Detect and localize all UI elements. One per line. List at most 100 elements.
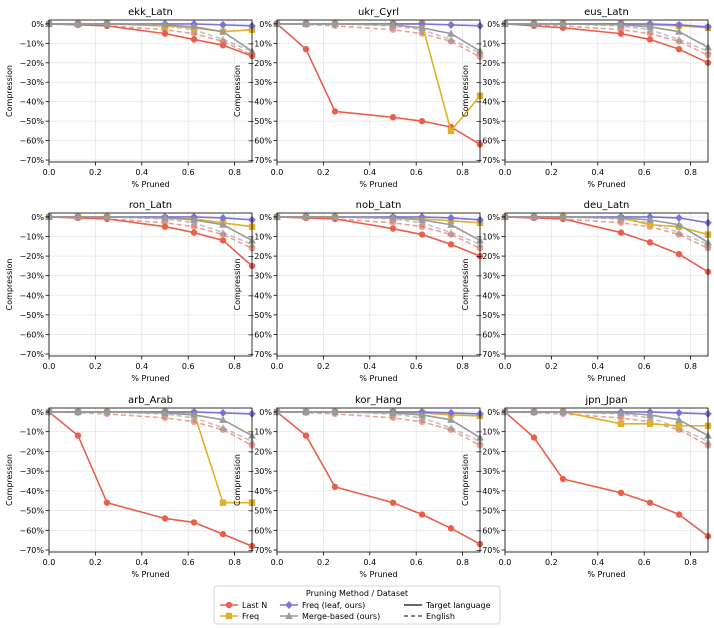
data-point-lastn-target xyxy=(331,108,339,115)
data-point-lastn-target xyxy=(675,511,683,518)
y-tick-label: −70% xyxy=(20,156,45,165)
y-tick-label: −50% xyxy=(20,311,45,320)
y-tick-label: −30% xyxy=(248,78,273,87)
legend-label-merge: Merge-based (ours) xyxy=(302,612,380,621)
data-point-freq-target xyxy=(646,221,654,228)
x-tick-label: 0.6 xyxy=(182,558,195,567)
panel-ron-latn: 0.0 0.2 0.4 0.6 0.8 0% −10% −20% −30% −40% −50% −60… xyxy=(5,200,256,383)
x-tick-label: 0.6 xyxy=(182,362,195,371)
x-tick-label: 0.2 xyxy=(317,362,330,371)
y-axis-label: Compression xyxy=(233,454,242,506)
y-tick-label: −70% xyxy=(476,350,501,359)
panel-kor-hang: 0.0 0.2 0.4 0.6 0.8 0% −10% −20% −30% −40% −50% −60… xyxy=(233,395,484,579)
y-tick-label: −40% xyxy=(20,487,45,496)
x-tick-label: 0.8 xyxy=(228,168,241,177)
y-tick-label: −40% xyxy=(20,291,45,300)
data-point-merge-target xyxy=(447,29,455,37)
data-point-merge-target xyxy=(646,215,654,223)
data-point-merge-english xyxy=(447,423,455,431)
data-point-merge-target xyxy=(219,27,227,35)
x-tick-label: 0.0 xyxy=(43,362,56,371)
y-axis-label: Compression xyxy=(233,65,242,117)
x-tick-label: 0.4 xyxy=(591,558,604,567)
y-tick-label: −10% xyxy=(20,233,45,242)
y-tick-label: −60% xyxy=(476,526,501,535)
x-tick-label: 0.8 xyxy=(228,362,241,371)
y-tick-label: −60% xyxy=(248,137,273,146)
axes-frame xyxy=(504,19,709,163)
axes-frame xyxy=(276,212,481,357)
data-point-merge-target xyxy=(161,408,169,416)
data-point-merge-target xyxy=(219,415,227,423)
x-axis-label: % Pruned xyxy=(359,570,397,579)
y-tick-label: 0% xyxy=(259,20,272,29)
y-tick-label: −50% xyxy=(476,311,501,320)
data-point-leaf-target xyxy=(675,408,683,417)
data-point-lastn-target xyxy=(675,45,683,53)
y-axis-label: Compression xyxy=(461,454,470,506)
x-tick-label: 0.8 xyxy=(228,558,241,567)
y-tick-label: −40% xyxy=(248,98,273,107)
x-tick-label: 0.4 xyxy=(591,362,604,371)
x-tick-label: 0.2 xyxy=(317,168,330,177)
y-tick-label: −10% xyxy=(248,233,273,242)
axes-frame xyxy=(504,212,709,357)
y-tick-label: −10% xyxy=(476,39,501,48)
data-point-merge-target xyxy=(190,410,198,418)
y-tick-label: −50% xyxy=(248,311,273,320)
panel-eus-latn: 0.0 0.2 0.4 0.6 0.8 0% −10% −20% −30% −40% −50% −60… xyxy=(461,7,712,189)
data-point-freq-target xyxy=(447,127,455,135)
y-tick-label: −70% xyxy=(248,350,273,359)
panel-title: ron_Latn xyxy=(129,200,172,211)
x-tick-label: 0.0 xyxy=(271,168,284,177)
y-tick-label: −50% xyxy=(248,507,273,516)
data-point-merge-target xyxy=(74,212,82,220)
y-tick-label: −10% xyxy=(248,39,273,48)
data-point-leaf-target xyxy=(447,408,455,417)
axes-frame xyxy=(504,407,709,553)
x-tick-label: 0.0 xyxy=(43,558,56,567)
panel-title: jpn_Jpan xyxy=(584,395,627,406)
x-axis-label: % Pruned xyxy=(359,180,397,189)
data-point-lastn-target xyxy=(418,231,426,238)
x-tick-label: 0.4 xyxy=(135,558,148,567)
data-point-merge-target xyxy=(331,407,339,415)
axes-frame xyxy=(48,407,253,553)
x-tick-label: 0.8 xyxy=(456,362,469,371)
y-axis-label: Compression xyxy=(233,259,242,311)
data-point-lastn-target xyxy=(302,45,310,53)
data-point-merge-target xyxy=(389,213,397,221)
x-tick-label: 0.0 xyxy=(271,362,284,371)
x-tick-label: 0.8 xyxy=(684,558,697,567)
data-point-leaf-target xyxy=(447,20,455,29)
y-axis-label: Compression xyxy=(5,454,14,506)
data-point-merge-target xyxy=(103,212,111,220)
data-point-lastn-target xyxy=(190,229,198,236)
data-point-lastn-target xyxy=(219,531,227,538)
data-point-merge-english xyxy=(447,35,455,43)
data-point-merge-english xyxy=(675,228,683,236)
y-tick-label: −40% xyxy=(476,291,501,300)
data-point-merge-target xyxy=(617,213,625,221)
y-tick-label: −60% xyxy=(476,330,501,339)
x-tick-label: 0.6 xyxy=(182,168,195,177)
x-tick-label: 0.2 xyxy=(545,168,558,177)
legend-marker-lastn xyxy=(225,601,233,609)
data-point-merge-target xyxy=(331,19,339,27)
data-point-lastn-target xyxy=(447,241,455,248)
data-point-lastn-target xyxy=(617,489,625,497)
panel-title: arb_Arab xyxy=(128,395,173,406)
y-tick-label: −30% xyxy=(476,78,501,87)
y-tick-label: −20% xyxy=(20,252,45,261)
data-point-lastn-target xyxy=(190,519,198,526)
x-tick-label: 0.4 xyxy=(135,168,148,177)
data-point-merge-target xyxy=(190,215,198,223)
panel-nob-latn: 0.0 0.2 0.4 0.6 0.8 0% −10% −20% −30% −40% −50% −60… xyxy=(233,200,484,383)
data-point-lastn-target xyxy=(675,250,683,258)
data-point-lastn-target xyxy=(530,434,538,441)
y-tick-label: −20% xyxy=(476,447,501,456)
data-point-leaf-target xyxy=(447,213,455,222)
y-tick-label: −70% xyxy=(20,546,45,555)
data-point-lastn-target xyxy=(447,525,455,532)
